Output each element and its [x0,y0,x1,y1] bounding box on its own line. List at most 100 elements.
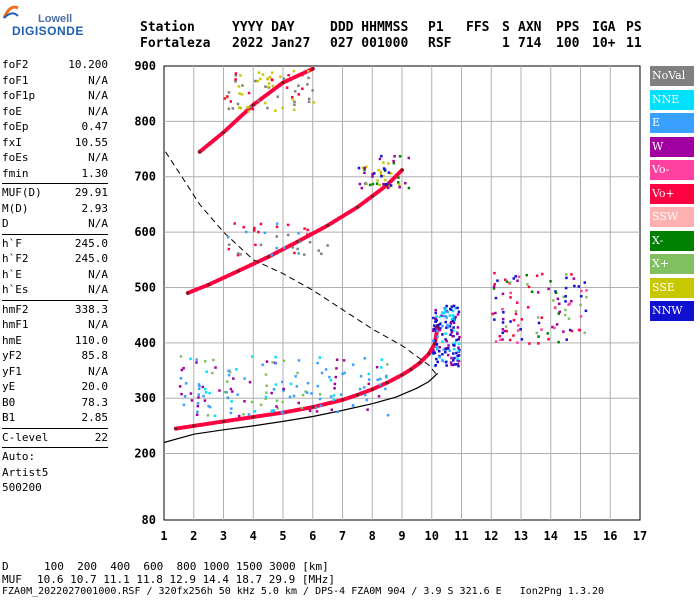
echo-point [198,384,201,388]
echo-point [268,75,272,79]
echo-point [227,91,231,94]
echo-point [362,386,366,389]
echo-point [448,307,452,311]
echo-point [579,294,583,298]
echo-point [455,351,458,355]
echo-point [179,377,183,380]
echo-point [501,338,504,341]
echo-point [266,85,270,89]
footer-d-values: 100 200 400 600 800 1000 1500 3000 [km] [44,560,329,573]
echo-point [359,374,363,378]
echo-point [433,324,436,327]
echo-point [342,359,346,362]
param-name: h`E [2,267,22,281]
echo-point [525,273,528,277]
echo-point [384,387,387,391]
echo-point [248,380,252,384]
trace-point [207,283,211,287]
trace-point [198,150,202,154]
echo-point [259,403,263,407]
echo-point [274,383,278,386]
echo-point [204,387,207,391]
footer-d-label: D [2,560,9,573]
echo-point [197,387,201,391]
param-separator [2,447,108,448]
param-row: foEp 0.47 [2,120,108,136]
echo-point [567,317,571,320]
echo-point [367,372,371,376]
param-separator [2,233,108,235]
echo-point [307,76,310,80]
echo-point [398,183,401,186]
param-name: foE [2,104,22,118]
logo-lowell: Lowell [38,13,73,25]
echo-point [579,303,582,307]
echo-point [382,174,385,178]
echo-point [308,409,312,413]
echo-point [432,349,435,352]
echo-point [512,277,515,280]
param-value: 10.200 [68,58,108,71]
echo-point [434,317,437,321]
echo-point [498,334,502,338]
echo-point [195,361,198,364]
echo-point [285,86,289,89]
echo-point [335,358,339,361]
echo-point [307,100,311,104]
param-value: 78.3 [81,395,109,409]
echo-point [454,306,457,310]
echo-point [297,232,300,235]
echo-point [554,291,558,295]
header-row-1-cell: P1 [428,20,444,35]
header-row-1-cell: FFS [466,20,490,35]
echo-point [577,285,581,288]
echo-point [263,231,267,235]
echo-point [445,326,448,329]
echo-point [291,98,295,101]
echo-point [573,284,576,288]
echo-point [435,357,438,361]
echo-point [556,297,560,301]
param-separator [2,183,108,184]
echo-point [536,316,540,319]
echo-point [227,243,231,246]
echo-point [214,366,217,369]
param-value: N/A [88,364,108,378]
echo-point [329,395,333,398]
echo-point [205,370,208,373]
echo-point [333,387,336,390]
echo-point [443,311,446,314]
echo-point [504,325,508,328]
echo-point [492,285,496,289]
echo-point [272,388,276,391]
x-tick-label: 1 [160,529,167,543]
param-value: N/A [88,151,108,164]
echo-point [580,289,583,293]
echo-point [457,310,461,314]
echo-point [444,360,448,364]
echo-point [386,413,390,417]
echo-point [249,105,252,109]
echo-point [236,253,240,257]
param-name: h`F2 [2,252,29,265]
echo-point [444,332,447,335]
echo-point [457,346,460,349]
echo-point [227,247,231,251]
x-tick-label: 16 [603,529,617,543]
echo-point [281,106,284,110]
echo-point [294,375,297,378]
x-tick-label: 13 [514,529,528,543]
echo-point [363,166,366,170]
param-name: foEp [2,120,29,133]
param-value: 0.47 [81,120,109,133]
echo-point [457,359,461,363]
echo-point [565,276,568,280]
echo-point [501,328,505,331]
echo-point [363,357,367,360]
echo-point [293,100,296,104]
echo-point [196,404,200,408]
echo-point [358,182,362,186]
param-row: hmF2 338.3 [2,303,108,319]
echo-point [301,73,304,77]
param-row: hmE 110.0 [2,334,108,350]
